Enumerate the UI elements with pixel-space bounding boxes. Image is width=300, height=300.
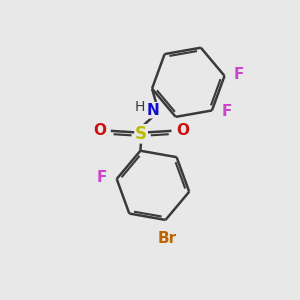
Text: H: H <box>134 100 145 114</box>
Text: F: F <box>97 170 107 185</box>
Text: O: O <box>176 123 189 138</box>
Text: F: F <box>221 104 232 119</box>
Text: N: N <box>147 103 159 118</box>
Text: O: O <box>93 123 106 138</box>
Text: Br: Br <box>158 231 177 246</box>
Text: F: F <box>234 67 244 82</box>
Text: S: S <box>135 125 147 143</box>
